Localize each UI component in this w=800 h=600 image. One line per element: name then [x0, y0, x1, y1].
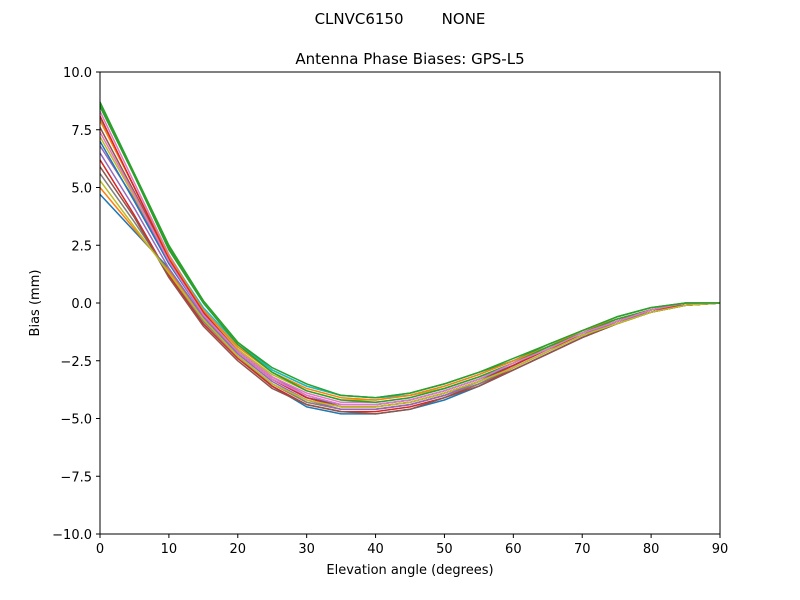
series-line-14 [99, 115, 721, 408]
series-line-9 [99, 136, 720, 401]
series-line-10 [99, 117, 720, 399]
y-tick-label: 2.5 [71, 239, 92, 254]
y-axis-label: Bias (mm) [28, 270, 43, 337]
y-tick-label: 10.0 [63, 66, 92, 81]
series-line-3 [99, 101, 720, 399]
series-line-16 [99, 131, 720, 406]
series-line-12 [99, 120, 720, 401]
x-tick-label: 20 [230, 542, 247, 557]
y-tick-label: −10.0 [52, 528, 92, 543]
series-line-19 [99, 103, 720, 399]
x-tick-label: 70 [574, 542, 591, 557]
x-tick-label: 0 [96, 542, 104, 557]
y-tick-label: 0.0 [71, 297, 92, 312]
series-line-11 [99, 140, 721, 406]
x-tick-label: 80 [643, 542, 660, 557]
y-tick-label: 7.5 [71, 124, 92, 139]
y-tick-label: 5.0 [71, 182, 92, 197]
x-axis-label: Elevation angle (degrees) [326, 563, 493, 578]
y-tick-label: −5.0 [60, 413, 92, 428]
series-line-6 [99, 127, 721, 408]
x-tick-label: 40 [367, 542, 384, 557]
x-tick-label: 60 [505, 542, 522, 557]
y-tick-label: −2.5 [60, 355, 92, 370]
series-line-5 [99, 145, 721, 406]
tick-layer: 0 10 20 30 40 50 60 70 80 90 −10.0 −7.5 −5.0 −2.5 0.0 2… [52, 66, 728, 557]
series-line-13 [99, 106, 720, 404]
plot-frame [99, 71, 721, 535]
chart-title: Antenna Phase Biases: GPS-L5 [295, 50, 524, 68]
series-layer [99, 101, 721, 415]
series-line-7 [99, 110, 720, 404]
x-tick-label: 50 [436, 542, 453, 557]
x-tick-label: 10 [161, 542, 178, 557]
series-line-17 [99, 166, 721, 415]
x-tick-label: 30 [298, 542, 315, 557]
series-line-18 [99, 180, 721, 408]
x-tick-label: 90 [712, 542, 729, 557]
figure-suptitle: CLNVC6150 NONE [315, 10, 486, 28]
series-line-15 [99, 152, 721, 411]
y-tick-label: −7.5 [60, 470, 92, 485]
